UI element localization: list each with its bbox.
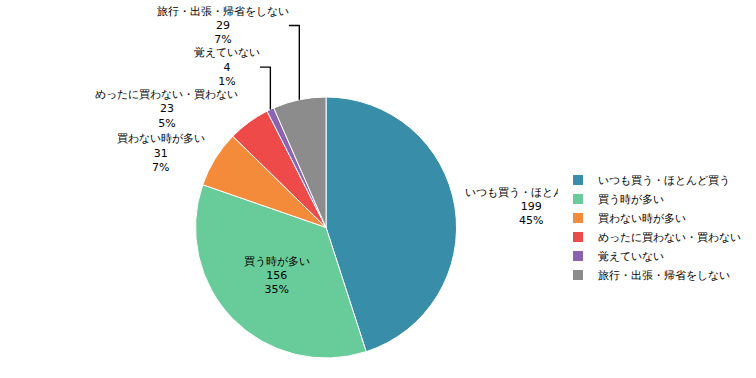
svg-text:買う時が多い15635%: 買う時が多い15635% [244,255,310,297]
svg-text:旅行・出張・帰省をしない297%: 旅行・出張・帰省をしない297% [157,5,289,47]
svg-text:買わない時が多い: 買わない時が多い [598,212,686,225]
html-text:199: 199 [520,200,542,214]
svg-text:いつも買う・ほとんど買う: いつも買う・ほとんど買う [598,174,730,187]
svg-text:買わない時が多い317%: 買わない時が多い317% [117,132,205,174]
svg-text:買う時が多い: 買う時が多い [598,193,664,206]
svg-text:覚えていない: 覚えていない [598,250,664,263]
html-text:45%: 45% [519,214,544,228]
svg-text:めったに買わない・買わない235%: めったに買わない・買わない235% [95,88,238,130]
svg-text:めったに買わない・買わない: めったに買わない・買わない [598,231,741,244]
svg-text:覚えていない41%: 覚えていない41% [194,46,260,88]
svg-text:旅行・出張・帰省をしない: 旅行・出張・帰省をしない [598,269,730,282]
html-text:いつも買う・ほとんど買う: いつも買う・ほとんど買う [465,185,598,199]
